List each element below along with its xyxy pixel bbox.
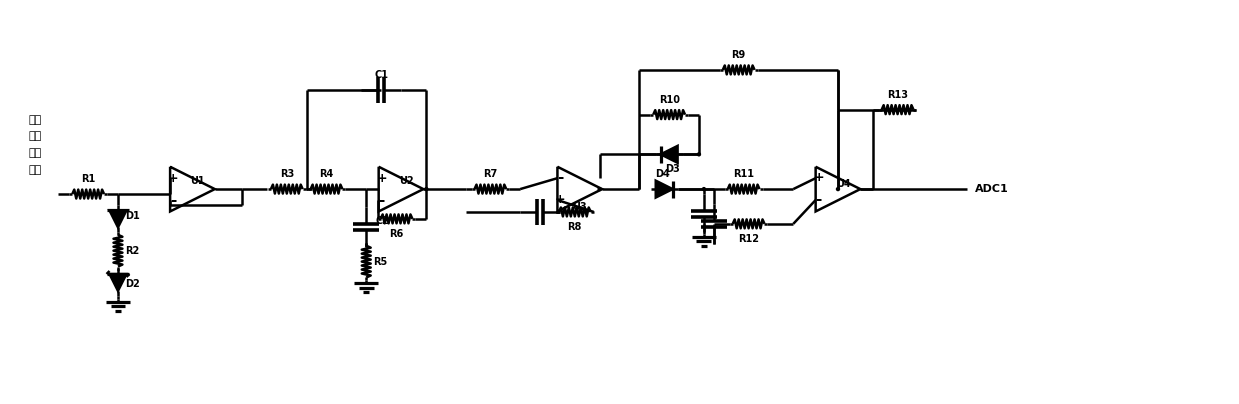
Text: +: + xyxy=(377,172,387,185)
Text: R3: R3 xyxy=(280,169,294,179)
Text: R1: R1 xyxy=(81,174,95,184)
Text: D3: D3 xyxy=(665,164,679,174)
Polygon shape xyxy=(109,210,126,227)
Text: R13: R13 xyxy=(887,90,908,100)
Text: -: - xyxy=(170,193,176,208)
Circle shape xyxy=(703,187,705,191)
Circle shape xyxy=(598,187,601,191)
Text: D2: D2 xyxy=(125,280,140,289)
Text: 电容: 电容 xyxy=(28,131,42,141)
Text: R10: R10 xyxy=(659,95,680,105)
Text: R4: R4 xyxy=(320,169,333,179)
Text: D1: D1 xyxy=(125,211,140,221)
Polygon shape xyxy=(660,146,678,163)
Text: U3: U3 xyxy=(572,202,587,212)
Text: +: + xyxy=(813,170,824,184)
Text: R2: R2 xyxy=(125,246,139,256)
Text: -: - xyxy=(558,170,564,185)
Text: U1: U1 xyxy=(190,176,204,186)
Circle shape xyxy=(425,187,427,191)
Text: R9: R9 xyxy=(731,50,746,60)
Circle shape xyxy=(698,153,700,156)
Text: R7: R7 xyxy=(483,169,498,179)
Text: +: + xyxy=(167,172,178,185)
Polygon shape xyxy=(109,274,126,291)
Text: R11: R11 xyxy=(733,169,755,179)
Text: +: + xyxy=(555,193,566,206)
Text: 平板: 平板 xyxy=(28,115,42,124)
Text: C2: C2 xyxy=(375,216,389,226)
Text: R8: R8 xyxy=(567,222,582,232)
Text: U4: U4 xyxy=(835,179,850,189)
Text: R5: R5 xyxy=(373,257,388,267)
Text: U2: U2 xyxy=(399,176,414,186)
Text: ADC1: ADC1 xyxy=(975,184,1009,194)
Text: 感器: 感器 xyxy=(28,165,42,175)
Text: -: - xyxy=(815,191,821,206)
Circle shape xyxy=(836,187,840,191)
Text: C1: C1 xyxy=(374,70,388,80)
Text: 型传: 型传 xyxy=(28,148,42,158)
Text: D4: D4 xyxy=(655,169,669,179)
Text: R6: R6 xyxy=(389,229,404,239)
Text: R12: R12 xyxy=(738,234,760,244)
Polygon shape xyxy=(655,181,673,198)
Text: -: - xyxy=(378,193,385,208)
